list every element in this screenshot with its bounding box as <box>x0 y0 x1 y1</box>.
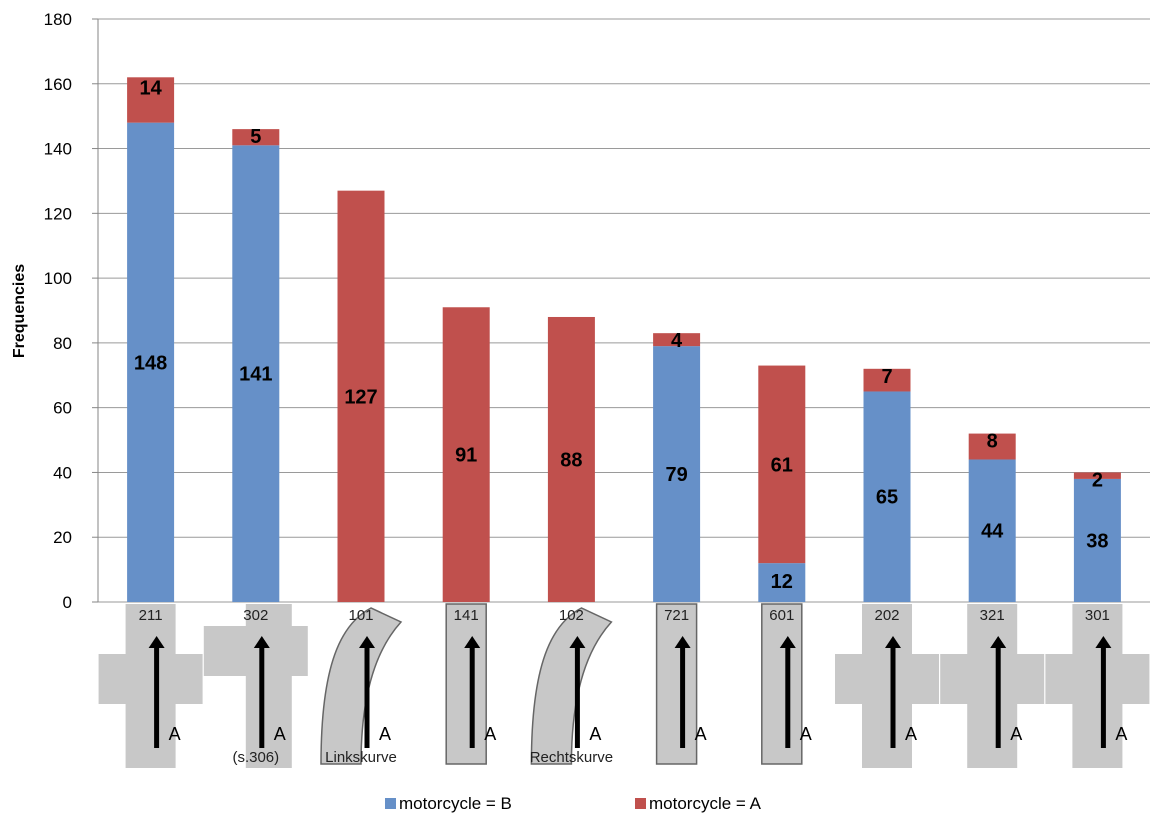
y-tick-label: 180 <box>44 10 72 29</box>
category-code: 211 <box>139 607 163 624</box>
y-tick-label: 20 <box>53 528 72 547</box>
participant-label-a: A <box>484 724 496 744</box>
situation-diagram-102: 102 A Rechtskurve <box>530 607 613 766</box>
participant-label-a: A <box>800 724 812 744</box>
data-label-motorcycle-a: 127 <box>344 386 377 408</box>
category-code: 102 <box>559 607 584 624</box>
situation-diagram-302: 302 A (s.306) <box>203 604 308 768</box>
situation-diagram-211: 211 A <box>98 604 203 768</box>
data-label-motorcycle-a: 7 <box>881 366 892 388</box>
category-code: 101 <box>348 607 373 624</box>
bar-segment-motorcycle-b <box>232 145 280 603</box>
participant-label-a: A <box>1010 724 1022 744</box>
bar-segment-motorcycle-a <box>863 368 911 392</box>
situation-diagram-321: 321 A <box>940 604 1045 768</box>
y-tick-label: 0 <box>63 593 72 612</box>
data-label-motorcycle-b: 12 <box>771 571 793 593</box>
data-label-motorcycle-a: 61 <box>771 454 793 476</box>
participant-label-a: A <box>695 724 707 744</box>
data-label-motorcycle-a: 14 <box>139 77 162 99</box>
bar-segment-motorcycle-a <box>968 433 1016 460</box>
category-caption: (s.306) <box>232 749 279 766</box>
data-label-motorcycle-a: 2 <box>1092 469 1103 491</box>
y-tick-label: 100 <box>44 269 72 288</box>
bar-segment-motorcycle-b <box>758 563 806 602</box>
category-code: 301 <box>1085 607 1110 624</box>
category-code: 141 <box>454 607 479 624</box>
bar-segment-motorcycle-a <box>758 365 806 564</box>
data-label-motorcycle-b: 44 <box>981 521 1004 543</box>
situation-diagram-202: 202 A <box>835 604 939 768</box>
data-label-motorcycle-a: 91 <box>455 445 477 467</box>
bar-segment-motorcycle-b <box>1073 478 1121 602</box>
participant-label-a: A <box>274 724 286 744</box>
bar-segment-motorcycle-b <box>863 391 911 602</box>
data-label-motorcycle-a: 5 <box>250 126 261 148</box>
bar-segment-motorcycle-a <box>442 307 490 602</box>
data-label-motorcycle-b: 141 <box>239 364 272 386</box>
situation-diagram-721: 721 A <box>655 603 707 765</box>
data-label-motorcycle-b: 38 <box>1086 530 1108 552</box>
data-label-motorcycle-b: 79 <box>665 464 687 486</box>
legend-swatch <box>635 798 646 809</box>
participant-label-a: A <box>379 724 391 744</box>
bar-segment-motorcycle-a <box>127 77 175 123</box>
category-caption: Rechtskurve <box>530 749 613 766</box>
situation-diagram-301: 301 A <box>1045 604 1150 768</box>
data-label-motorcycle-b: 148 <box>134 352 167 374</box>
legend-label: motorcycle = A <box>649 794 762 813</box>
category-code: 721 <box>664 607 689 624</box>
y-tick-label: 40 <box>53 463 72 482</box>
participant-label-a: A <box>169 724 181 744</box>
data-label-motorcycle-b: 65 <box>876 487 898 509</box>
bar-segment-motorcycle-a <box>337 190 385 602</box>
y-tick-label: 80 <box>53 334 72 353</box>
bar-segment-motorcycle-a <box>232 129 280 146</box>
category-caption: Linkskurve <box>325 749 397 766</box>
y-tick-label: 160 <box>44 75 72 94</box>
situation-diagram-141: 141 A <box>445 603 496 765</box>
category-code: 321 <box>980 607 1005 624</box>
data-label-motorcycle-a: 4 <box>671 330 683 352</box>
data-label-motorcycle-a: 8 <box>987 431 998 453</box>
situation-diagram-601: 601 A <box>761 603 812 765</box>
category-code: 202 <box>874 607 899 624</box>
y-axis-title: Frequencies <box>11 264 28 358</box>
y-tick-label: 60 <box>53 399 72 418</box>
bar-segment-motorcycle-b <box>968 459 1016 602</box>
bar-segment-motorcycle-b <box>127 122 175 603</box>
participant-label-a: A <box>589 724 601 744</box>
legend-label: motorcycle = B <box>399 794 512 813</box>
participant-label-a: A <box>1115 724 1127 744</box>
bar-segment-motorcycle-a <box>1073 472 1121 479</box>
bar-segment-motorcycle-a <box>653 333 701 347</box>
bar-segment-motorcycle-a <box>547 316 595 602</box>
legend-swatch <box>385 798 396 809</box>
situation-diagram-101: 101 A Linkskurve <box>320 607 403 766</box>
bar-segment-motorcycle-b <box>653 346 701 602</box>
y-tick-label: 120 <box>44 204 72 223</box>
data-label-motorcycle-a: 88 <box>560 449 582 471</box>
category-code: 302 <box>243 607 268 624</box>
participant-label-a: A <box>905 724 917 744</box>
category-code: 601 <box>769 607 794 624</box>
y-tick-label: 140 <box>44 140 72 159</box>
